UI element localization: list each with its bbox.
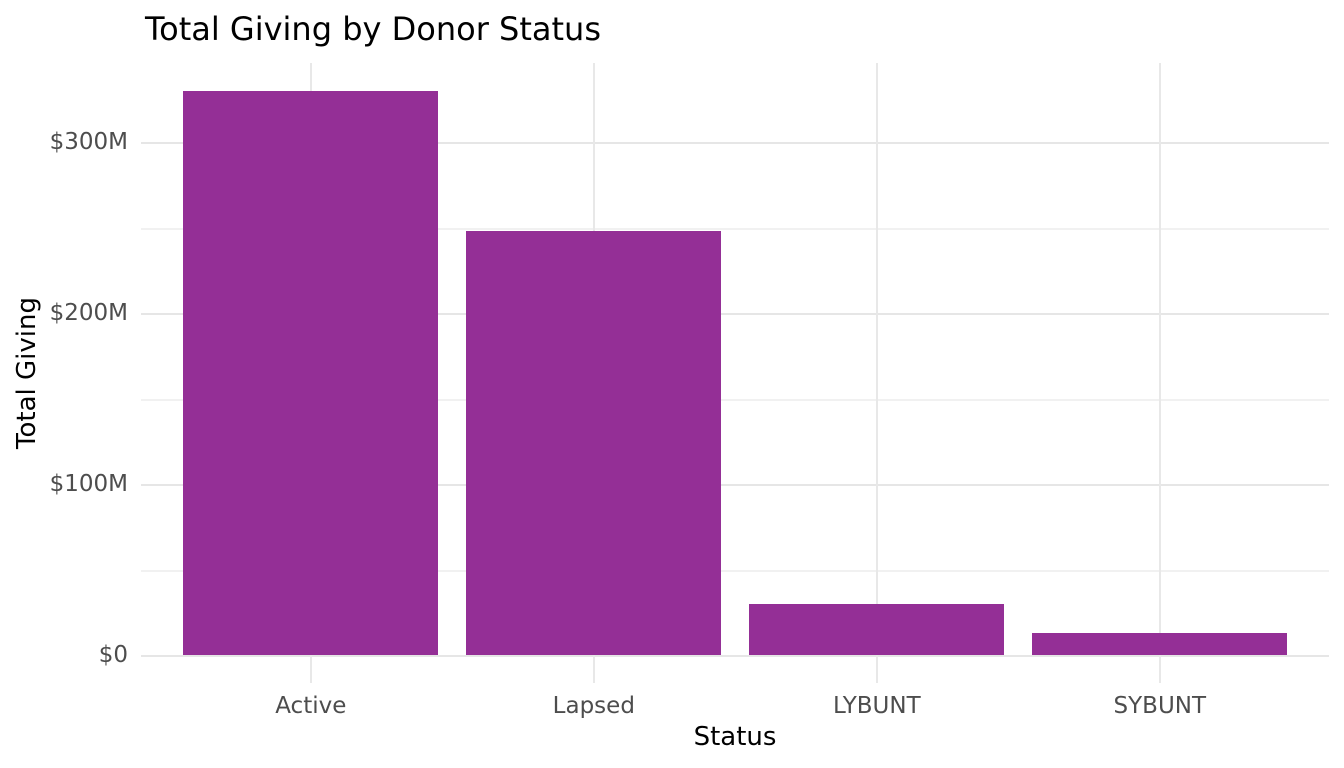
y-tick-label-200M: $200M xyxy=(49,300,128,326)
gridline-minor-50M xyxy=(141,569,1329,572)
gridline-minor-150M xyxy=(141,398,1329,401)
y-tick-label-0M: $0 xyxy=(98,642,128,668)
x-tick-label-lybunt: LYBUNT xyxy=(832,693,921,719)
x-axis-title: Status xyxy=(693,722,777,752)
bar-lybunt xyxy=(749,603,1005,655)
bar-sybunt xyxy=(1032,632,1288,655)
bar-active xyxy=(183,90,439,655)
gridline-major-100M xyxy=(141,484,1329,486)
y-tick-label-300M: $300M xyxy=(49,129,128,155)
chart-title: Total Giving by Donor Status xyxy=(145,10,601,48)
gridline-major-200M xyxy=(141,313,1329,315)
gridline-major-0M xyxy=(141,655,1329,657)
bar-lapsed xyxy=(466,230,722,655)
gridline-major-300M xyxy=(141,142,1329,144)
plot-area xyxy=(141,63,1329,683)
y-tick-label-100M: $100M xyxy=(49,471,128,497)
x-tick-label-sybunt: SYBUNT xyxy=(1113,693,1207,719)
gridline-vertical-sybunt xyxy=(1158,63,1161,683)
gridline-vertical-lybunt xyxy=(875,63,878,683)
x-tick-label-active: Active xyxy=(275,693,347,719)
gridline-minor-250M xyxy=(141,227,1329,230)
x-tick-label-lapsed: Lapsed xyxy=(552,693,635,719)
